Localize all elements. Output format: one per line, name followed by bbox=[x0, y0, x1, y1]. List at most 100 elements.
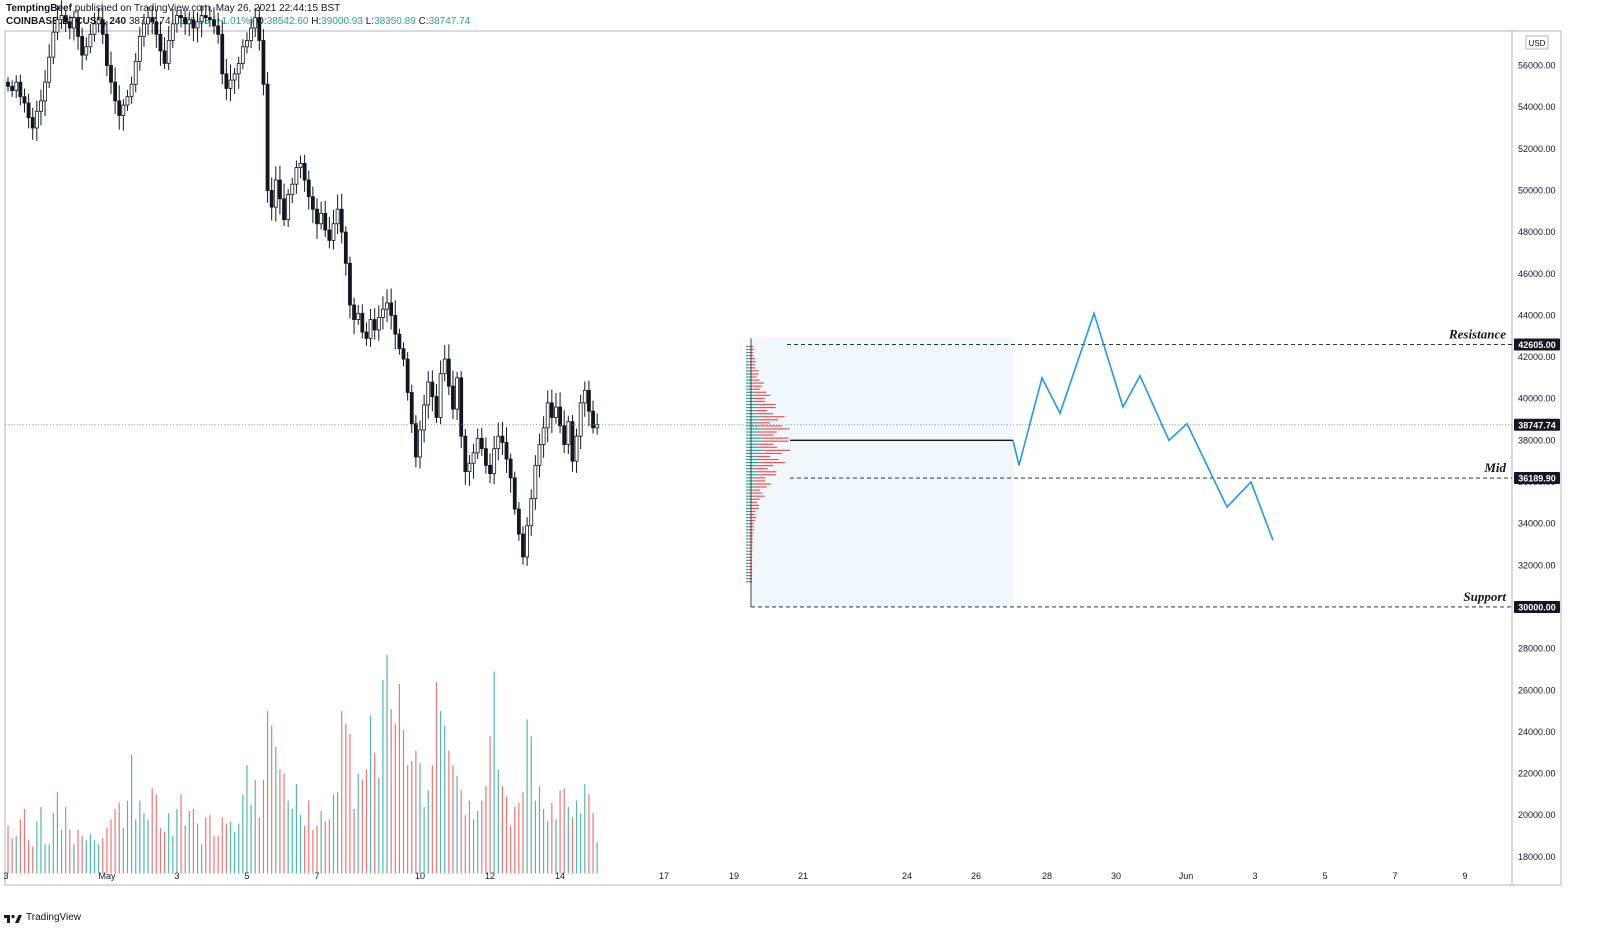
time-tick-label: 24 bbox=[902, 871, 912, 881]
candle-up bbox=[319, 212, 324, 225]
candle-up bbox=[286, 194, 291, 221]
candle-up bbox=[541, 427, 546, 445]
price-tick-label: 42000.00 bbox=[1518, 352, 1556, 362]
candle-down bbox=[183, 17, 188, 25]
candle-down bbox=[323, 212, 328, 231]
volume-profile-row-up bbox=[746, 348, 750, 351]
volume-profile-row-down bbox=[756, 434, 774, 436]
candle-up bbox=[166, 40, 171, 64]
candle-down bbox=[405, 358, 410, 393]
candle-up bbox=[381, 308, 385, 318]
volume-profile-row-down bbox=[751, 489, 761, 491]
candle-down bbox=[327, 229, 332, 241]
candle-down bbox=[224, 73, 229, 89]
candle-down bbox=[364, 331, 369, 339]
candle-down bbox=[278, 179, 282, 200]
candle-down bbox=[76, 17, 80, 37]
volume-profile-row-down bbox=[762, 449, 791, 451]
publish-info: published on TradingView.com, May 26, 20… bbox=[74, 3, 341, 14]
volume-profile-row-down bbox=[748, 575, 753, 577]
volume-profile-row-up bbox=[746, 504, 751, 506]
price-label: 36189.90 bbox=[1518, 474, 1556, 484]
candle-down bbox=[393, 314, 398, 335]
candle-down bbox=[10, 85, 15, 91]
candle-down bbox=[282, 198, 286, 221]
candle-down bbox=[389, 302, 394, 316]
candle-down bbox=[162, 50, 167, 64]
volume-profile-row-down bbox=[750, 501, 757, 503]
price-tick-label: 54000.00 bbox=[1518, 102, 1556, 112]
candle-up bbox=[137, 35, 142, 62]
candle-up bbox=[545, 402, 550, 429]
candle-up bbox=[331, 223, 336, 241]
candle-up bbox=[298, 162, 303, 168]
author-name[interactable]: TemptingBeef bbox=[6, 3, 72, 14]
low-value: 38350.89 bbox=[374, 16, 416, 27]
candle-down bbox=[488, 464, 492, 475]
volume-profile-row-down bbox=[753, 495, 765, 497]
candle-up bbox=[142, 23, 146, 37]
volume-profile-row-up bbox=[746, 458, 759, 461]
time-tick-label: 9 bbox=[1462, 871, 1467, 881]
candle-down bbox=[587, 389, 591, 412]
candle-up bbox=[55, 19, 60, 33]
volume-profile-row-up bbox=[746, 556, 749, 558]
volume-profile-row-up bbox=[746, 578, 749, 580]
candle-down bbox=[434, 396, 439, 418]
volume-profile-row-down bbox=[748, 565, 753, 568]
candle-up bbox=[418, 429, 422, 458]
volume-profile-row-up bbox=[746, 538, 749, 540]
candle-down bbox=[203, 15, 208, 19]
volume-profile-row-down bbox=[750, 370, 759, 372]
volume-profile-row-down bbox=[752, 385, 762, 387]
candle-up bbox=[51, 31, 56, 58]
volume-profile-row-down bbox=[762, 437, 789, 439]
footer: TradingView bbox=[4, 912, 81, 923]
volume-profile-row-down bbox=[755, 483, 772, 485]
volume-profile-row-up bbox=[746, 437, 763, 439]
level-label-support: Support bbox=[1463, 589, 1506, 604]
candle-down bbox=[18, 81, 23, 98]
candle-up bbox=[335, 208, 340, 225]
candle-down bbox=[343, 231, 348, 264]
time-tick-label: 19 bbox=[729, 871, 739, 881]
volume-profile-row-down bbox=[748, 581, 753, 583]
volume-profile-row-down bbox=[748, 578, 753, 580]
candle-up bbox=[368, 319, 373, 339]
volume-profile-row-up bbox=[746, 498, 752, 500]
candle-down bbox=[216, 25, 221, 35]
candle-down bbox=[451, 385, 455, 410]
candle-up bbox=[195, 21, 200, 29]
volume-profile-row-up bbox=[746, 358, 750, 360]
volume-profile-row-up bbox=[746, 532, 749, 534]
range-box bbox=[751, 338, 1013, 607]
volume-profile-row-down bbox=[760, 461, 786, 464]
close-label: C: bbox=[418, 16, 429, 27]
price-tick-label: 22000.00 bbox=[1518, 769, 1556, 779]
candle-up bbox=[578, 402, 583, 437]
volume-profile-row-up bbox=[746, 370, 751, 372]
candle-up bbox=[121, 104, 126, 116]
volume-profile-row-up bbox=[746, 559, 749, 561]
volume-profile-row-down bbox=[756, 413, 773, 415]
volume-profile-row-up bbox=[746, 571, 749, 574]
projection-path bbox=[1012, 310, 1274, 541]
volume-profile-row-up bbox=[746, 492, 753, 494]
volume-profile-row-down bbox=[748, 562, 753, 565]
volume-profile-row-up bbox=[746, 400, 754, 403]
volume-profile-row-down bbox=[749, 513, 756, 516]
volume-profile-row-down bbox=[760, 416, 785, 418]
volume-profile-row-down bbox=[756, 443, 774, 445]
volume-profile-row-down bbox=[758, 419, 779, 421]
candle-down bbox=[516, 508, 521, 535]
candle-up bbox=[129, 83, 134, 98]
candle-up bbox=[249, 27, 253, 41]
candle-down bbox=[360, 312, 365, 333]
volume-profile-row-up bbox=[746, 553, 749, 555]
volume-profile-row-down bbox=[753, 391, 767, 393]
volume-profile-row-up bbox=[746, 507, 751, 510]
volume-profile-row-down bbox=[762, 428, 790, 430]
currency-label: USD bbox=[1529, 39, 1546, 48]
high-value: 39000.93 bbox=[321, 16, 363, 27]
